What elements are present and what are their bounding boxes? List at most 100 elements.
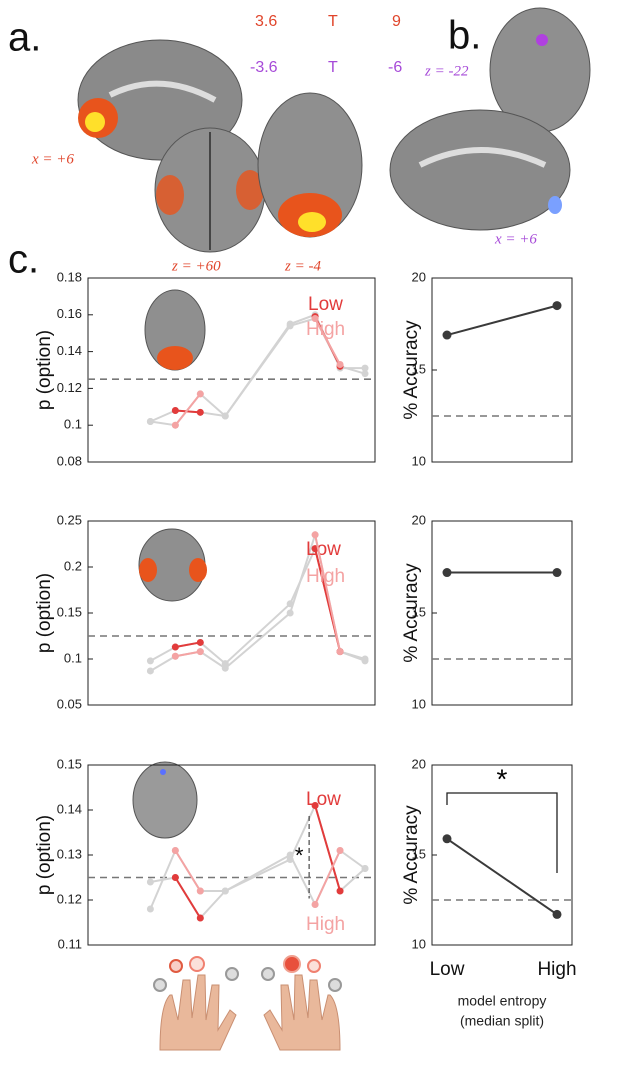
colorbar-min: 3.6	[255, 13, 277, 30]
series-line	[314, 850, 341, 905]
data-point	[361, 370, 369, 378]
y-axis-label: % Accuracy	[401, 563, 422, 663]
y-tick-label: 0.1	[64, 417, 82, 432]
data-point	[311, 901, 319, 908]
series-line	[175, 650, 201, 658]
data-point	[171, 643, 179, 651]
data-point	[146, 657, 154, 665]
colorbar-max: 9	[392, 13, 401, 30]
legend-entry: High	[306, 319, 345, 340]
y-tick-label: 0.18	[57, 269, 82, 284]
data-point	[552, 301, 562, 311]
data-point	[196, 408, 204, 416]
y-tick-label: 0.2	[64, 558, 82, 573]
data-point	[196, 914, 204, 922]
data-point	[336, 847, 344, 854]
data-point	[196, 648, 204, 656]
data-point	[146, 878, 154, 886]
finger-buttons	[153, 955, 342, 992]
y-tick-label: 15	[412, 361, 426, 376]
legend-entry: Low	[306, 539, 341, 560]
plot-frame	[431, 277, 573, 463]
y-tick-label: 0.16	[57, 306, 82, 321]
brain-label: x = +6	[31, 151, 74, 167]
data-point	[442, 834, 452, 844]
x-axis-label: (median split)	[460, 1013, 544, 1029]
data-point	[336, 887, 344, 895]
y-tick-label: 15	[412, 846, 426, 861]
series-line	[446, 304, 558, 337]
data-point	[196, 390, 204, 398]
y-tick-label: 0.14	[57, 343, 82, 358]
series-line	[314, 318, 341, 365]
brain-label: x = +6	[494, 231, 537, 247]
panel-label: a.	[8, 16, 41, 60]
data-point	[361, 364, 369, 372]
y-tick-label: 0.13	[57, 846, 82, 861]
data-point	[146, 418, 154, 426]
series-line	[149, 848, 366, 910]
data-point	[336, 648, 344, 656]
data-point	[286, 851, 294, 859]
data-point	[221, 412, 229, 420]
series-line	[314, 534, 342, 652]
data-point	[171, 652, 179, 660]
data-point	[361, 657, 369, 665]
annotation: *	[295, 843, 304, 868]
y-tick-label: 0.15	[57, 604, 82, 619]
y-tick-label: 10	[412, 453, 426, 468]
y-tick-label: 0.12	[57, 891, 82, 906]
y-axis-label: p (option)	[34, 573, 55, 653]
y-tick-label: 20	[412, 269, 426, 284]
legend-entry: High	[306, 566, 345, 587]
y-tick-label: 0.15	[57, 756, 82, 771]
colorbar-label: T	[328, 13, 338, 30]
panel-label: b.	[448, 14, 481, 58]
data-point	[361, 865, 369, 872]
brain-images	[77, 7, 591, 253]
x-tick-label: High	[537, 959, 576, 980]
y-tick-label: 0.25	[57, 512, 82, 527]
y-tick-label: 0.12	[57, 380, 82, 395]
data-point	[311, 802, 319, 809]
x-tick-label: Low	[430, 959, 465, 980]
data-point	[221, 887, 229, 895]
y-tick-label: 0.08	[57, 453, 82, 468]
x-axis-label: model entropy	[458, 993, 547, 1009]
series-line	[174, 876, 202, 919]
series-line	[314, 805, 342, 892]
data-point	[552, 909, 562, 919]
annotation-bracket	[446, 792, 558, 873]
y-tick-label: 0.1	[64, 650, 82, 665]
data-point	[171, 874, 179, 881]
y-tick-label: 0.14	[57, 801, 82, 816]
data-point	[171, 847, 179, 854]
hands	[159, 974, 341, 1051]
y-tick-label: 15	[412, 604, 426, 619]
data-point	[146, 667, 154, 675]
series-line	[446, 837, 558, 916]
data-point	[146, 905, 154, 913]
y-tick-label: 0.11	[58, 936, 82, 951]
y-tick-label: 10	[412, 696, 426, 711]
brain-insets	[132, 289, 207, 839]
data-point	[196, 887, 204, 895]
plot-frame	[431, 520, 573, 706]
brain-label: z = -4	[284, 258, 321, 274]
series-line	[174, 393, 202, 426]
data-point	[442, 568, 452, 578]
data-point	[311, 531, 319, 539]
data-point	[552, 568, 562, 578]
colorbar-label: T	[328, 59, 338, 76]
y-tick-label: 10	[412, 936, 426, 951]
data-point	[311, 314, 319, 322]
y-axis-label: p (option)	[34, 330, 55, 410]
y-tick-label: 20	[412, 756, 426, 771]
data-point	[196, 638, 204, 646]
data-point	[171, 421, 179, 429]
y-tick-label: 0.05	[57, 696, 82, 711]
data-point	[286, 609, 294, 617]
y-axis-label: p (option)	[34, 815, 55, 895]
y-tick-label: 20	[412, 512, 426, 527]
y-axis-label: % Accuracy	[401, 805, 422, 905]
